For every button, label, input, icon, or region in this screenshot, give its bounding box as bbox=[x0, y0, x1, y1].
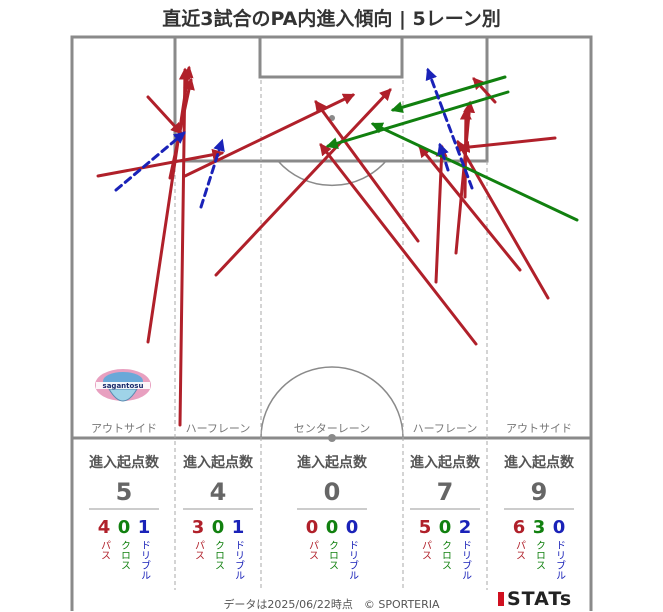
pass-arrow-0 bbox=[146, 65, 194, 344]
stat-total-3: 7 bbox=[437, 478, 454, 506]
lane-label-1: ハーフレーン bbox=[186, 422, 251, 435]
brand-logo: STATs bbox=[498, 588, 572, 610]
pass-arrow-12 bbox=[457, 136, 557, 153]
cross-arrow-18 bbox=[370, 122, 579, 222]
dribble-arrow-21 bbox=[425, 67, 474, 190]
center-spot bbox=[328, 434, 336, 442]
lane-dividers bbox=[174, 80, 488, 590]
stat-pass-count-3: 5 bbox=[419, 517, 432, 538]
stat-head-2: 進入起点数 bbox=[297, 454, 368, 471]
club-logo: sagantosu bbox=[95, 369, 151, 402]
stat-dribble-count-2: 0 bbox=[346, 517, 359, 538]
stat-pass-label-0: パス bbox=[99, 540, 111, 560]
stat-pass-label-3: パス bbox=[420, 540, 432, 560]
stat-pass-label-2: パス bbox=[307, 540, 319, 560]
dribble-arrow-20 bbox=[199, 138, 225, 209]
stat-dribble-count-0: 1 bbox=[138, 517, 151, 538]
stat-cross-count-0: 0 bbox=[118, 517, 131, 538]
lane-label-3: ハーフレーン bbox=[413, 422, 478, 435]
stat-dribble-count-4: 0 bbox=[553, 517, 566, 538]
goal-area bbox=[258, 35, 404, 79]
lane-label-4: アウトサイド bbox=[506, 422, 572, 435]
stat-cross-label-2: クロス bbox=[327, 540, 338, 570]
pass-arrow-8 bbox=[319, 143, 478, 346]
stat-head-4: 進入起点数 bbox=[504, 454, 575, 471]
cross-arrow-16 bbox=[390, 75, 507, 114]
stat-pass-count-1: 3 bbox=[192, 517, 205, 538]
stat-dribble-label-3: ドリブル bbox=[460, 540, 472, 580]
pass-arrow-6 bbox=[214, 88, 392, 277]
stat-head-0: 進入起点数 bbox=[89, 454, 160, 471]
stat-total-4: 9 bbox=[531, 478, 548, 506]
brand-icon bbox=[498, 592, 504, 606]
stat-cross-label-3: クロス bbox=[440, 540, 451, 570]
stat-cross-label-0: クロス bbox=[119, 540, 130, 570]
footer-note: データは2025/06/22時点 © SPORTERIA bbox=[223, 598, 440, 611]
stat-dribble-label-2: ドリブル bbox=[347, 540, 359, 580]
pass-arrow-4 bbox=[183, 93, 356, 178]
stat-pass-label-1: パス bbox=[193, 540, 205, 560]
penalty-arc bbox=[277, 160, 387, 187]
pass-arrow-1 bbox=[178, 67, 191, 427]
pass-arrow-14 bbox=[418, 145, 522, 272]
cross-arrow-17 bbox=[325, 90, 510, 149]
pass-arrow-9 bbox=[434, 144, 448, 284]
lane-label-0: アウトサイド bbox=[91, 422, 157, 435]
stat-head-3: 進入起点数 bbox=[410, 454, 481, 471]
stat-dribble-label-1: ドリブル bbox=[233, 540, 245, 580]
stat-pass-label-4: パス bbox=[514, 540, 526, 560]
stat-cross-count-1: 0 bbox=[212, 517, 225, 538]
chart-title: 直近3試合のPA内進入傾向 | 5レーン別 bbox=[162, 8, 501, 30]
pass-arrow-7 bbox=[314, 100, 420, 243]
stat-dribble-count-1: 1 bbox=[232, 517, 245, 538]
pass-arrow-11 bbox=[456, 139, 550, 300]
stat-pass-count-2: 0 bbox=[306, 517, 319, 538]
dribble-arrow-22 bbox=[437, 142, 450, 172]
pass-arrow-5 bbox=[168, 77, 195, 180]
stat-cross-count-4: 3 bbox=[533, 517, 546, 538]
pass-arrow-2 bbox=[146, 95, 183, 135]
stat-cross-count-3: 0 bbox=[439, 517, 452, 538]
stat-total-2: 0 bbox=[324, 478, 341, 506]
stat-total-0: 5 bbox=[116, 478, 133, 506]
pass-arrow-3 bbox=[96, 148, 225, 178]
brand-text: STATs bbox=[507, 588, 573, 610]
dribble-arrow-19 bbox=[114, 131, 186, 192]
stat-cross-label-4: クロス bbox=[534, 540, 545, 570]
stat-dribble-label-0: ドリブル bbox=[139, 540, 151, 580]
stat-dribble-count-3: 2 bbox=[459, 517, 472, 538]
stat-pass-count-4: 6 bbox=[513, 517, 526, 538]
center-circle bbox=[260, 366, 404, 439]
stat-cross-label-1: クロス bbox=[213, 540, 224, 570]
stat-head-1: 進入起点数 bbox=[183, 454, 254, 471]
stat-total-1: 4 bbox=[210, 478, 227, 506]
lane-label-2: センターレーン bbox=[294, 422, 370, 435]
stat-cross-count-2: 0 bbox=[326, 517, 339, 538]
pass-arrow-15 bbox=[459, 107, 472, 199]
stat-pass-count-0: 4 bbox=[98, 517, 111, 538]
stat-dribble-label-4: ドリブル bbox=[554, 540, 566, 580]
pass-arrow-10 bbox=[454, 100, 476, 255]
club-logo-text: sagantosu bbox=[103, 382, 144, 390]
